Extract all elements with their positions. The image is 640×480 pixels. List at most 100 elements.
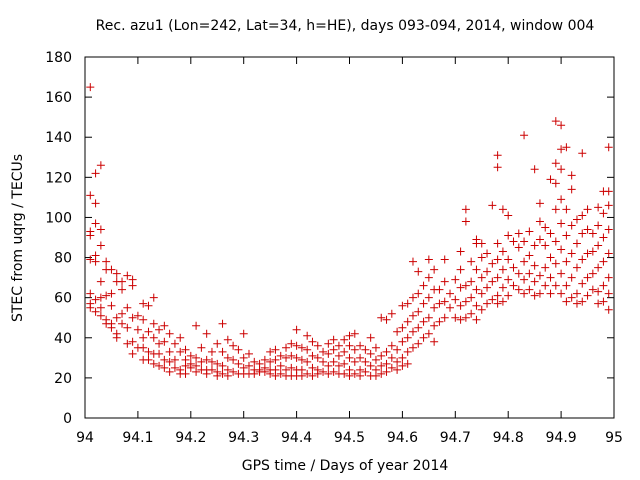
data-point <box>493 291 502 300</box>
data-point <box>594 299 603 308</box>
x-axis: 94 94.1 94.2 94.3 94.4 94.5 94.6 94.7 94.8 94.9 95 <box>76 57 623 446</box>
data-point <box>223 353 232 362</box>
data-point <box>435 317 444 326</box>
data-point <box>498 297 507 306</box>
data-point <box>498 205 507 214</box>
data-point <box>504 275 513 284</box>
data-point <box>599 209 608 218</box>
data-point <box>271 371 280 380</box>
data-point <box>91 295 100 304</box>
data-point <box>139 315 148 324</box>
data-point <box>377 361 386 370</box>
data-point <box>207 365 216 374</box>
data-point <box>297 371 306 380</box>
data-point <box>520 275 529 284</box>
data-point <box>419 281 428 290</box>
data-point <box>149 293 158 302</box>
data-point <box>176 347 185 356</box>
data-point <box>91 219 100 228</box>
data-point <box>572 215 581 224</box>
data-point <box>483 299 492 308</box>
data-point <box>218 319 227 328</box>
data-point <box>350 369 359 378</box>
data-point <box>387 341 396 350</box>
data-point <box>313 369 322 378</box>
data-point <box>398 323 407 332</box>
data-point <box>551 205 560 214</box>
data-point <box>197 357 206 366</box>
data-point <box>276 361 285 370</box>
data-point <box>578 149 587 158</box>
data-point <box>604 249 613 258</box>
data-point <box>477 289 486 298</box>
data-point <box>594 241 603 250</box>
data-point <box>583 291 592 300</box>
data-point <box>234 345 243 354</box>
data-point <box>361 345 370 354</box>
data-point <box>144 301 153 310</box>
y-axis: 0 20 40 60 80 100 120 140 160 180 <box>45 50 614 427</box>
data-point <box>572 299 581 308</box>
data-point <box>424 293 433 302</box>
data-point <box>123 339 132 348</box>
data-point <box>149 359 158 368</box>
data-point <box>319 367 328 376</box>
data-point <box>424 255 433 264</box>
data-point <box>509 263 518 272</box>
x-tick-label: 94 <box>76 430 94 446</box>
data-point <box>451 295 460 304</box>
data-point <box>292 341 301 350</box>
data-point <box>408 327 417 336</box>
data-point <box>525 285 534 294</box>
data-point <box>583 273 592 282</box>
data-point <box>599 297 608 306</box>
data-point <box>340 359 349 368</box>
data-point <box>530 261 539 270</box>
data-point <box>266 357 275 366</box>
data-point <box>520 257 529 266</box>
data-point <box>551 179 560 188</box>
data-point <box>520 131 529 140</box>
data-point <box>86 83 95 92</box>
data-point <box>435 299 444 308</box>
data-point <box>213 339 222 348</box>
data-point <box>165 357 174 366</box>
data-point <box>192 367 201 376</box>
data-point <box>572 289 581 298</box>
data-point <box>371 343 380 352</box>
data-point <box>546 289 555 298</box>
data-point <box>366 333 375 342</box>
x-tick-label: 94.4 <box>281 430 312 446</box>
x-tick-label: 94.6 <box>387 430 418 446</box>
y-tick-label: 40 <box>54 331 72 347</box>
data-point <box>472 285 481 294</box>
data-point <box>123 323 132 332</box>
data-point <box>234 359 243 368</box>
data-point <box>287 339 296 348</box>
data-point <box>451 313 460 322</box>
data-point <box>96 161 105 170</box>
data-point <box>329 357 338 366</box>
data-point <box>430 337 439 346</box>
data-point <box>557 269 566 278</box>
data-point <box>218 361 227 370</box>
x-tick-label: 94.5 <box>334 430 365 446</box>
data-point <box>393 365 402 374</box>
data-point <box>329 345 338 354</box>
data-point <box>546 253 555 262</box>
data-point <box>403 317 412 326</box>
data-point <box>467 257 476 266</box>
data-point <box>562 143 571 152</box>
data-point <box>133 311 142 320</box>
data-point <box>398 301 407 310</box>
data-point <box>207 347 216 356</box>
y-tick-label: 60 <box>54 291 72 307</box>
data-point <box>551 281 560 290</box>
data-point <box>250 357 259 366</box>
data-point <box>424 313 433 322</box>
data-point <box>530 277 539 286</box>
data-point <box>535 289 544 298</box>
data-point <box>266 347 275 356</box>
data-point <box>567 249 576 258</box>
data-point <box>244 361 253 370</box>
